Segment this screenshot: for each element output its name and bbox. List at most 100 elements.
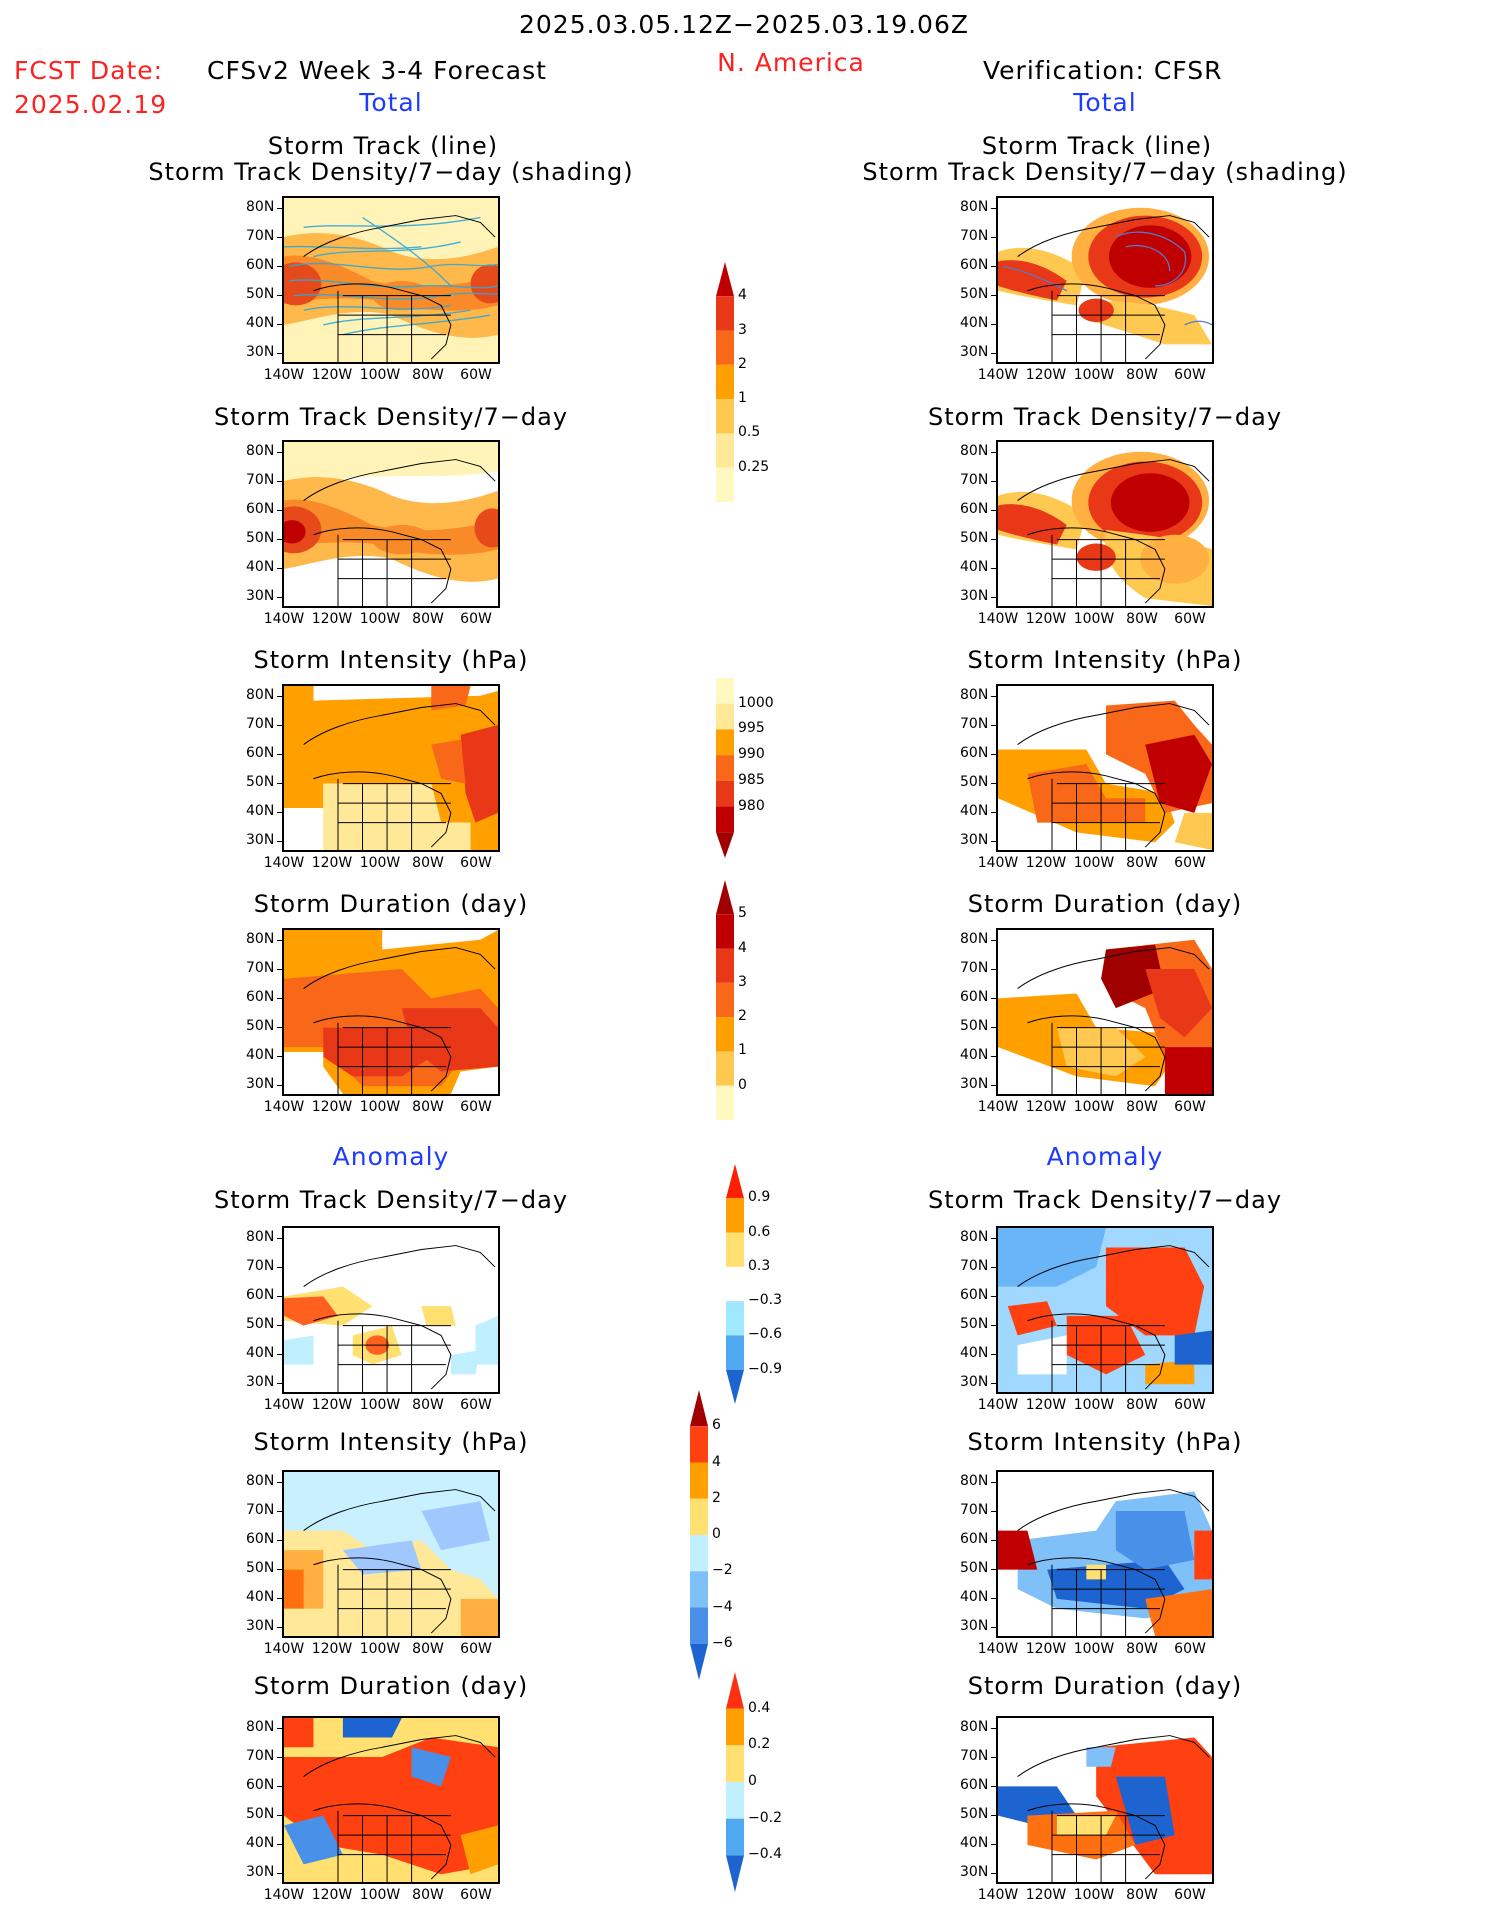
lat-tick-mark (277, 754, 282, 755)
lat-tick-mark (991, 969, 996, 970)
lat-tick-label: 70N (246, 960, 275, 976)
lat-tick-mark (991, 998, 996, 999)
panel-title-track-shading-left: Storm Track Density/7−day (shading) (148, 158, 634, 186)
lon-tick-label: 80W (412, 367, 444, 383)
lat-tick-label: 40N (246, 315, 275, 331)
colorbar-swatch (716, 364, 734, 400)
lat-tick-mark (991, 1844, 996, 1845)
lon-tick-label: 100W (1073, 855, 1115, 871)
lat-tick-label: 40N (960, 1047, 989, 1063)
colorbar-swatch (726, 1164, 744, 1199)
lon-tick-label: 140W (977, 367, 1019, 383)
lat-tick-mark (991, 568, 996, 569)
lat-tick-mark (991, 1873, 996, 1874)
colorbar-swatch (726, 1855, 744, 1892)
lon-tick-label: 60W (1174, 1887, 1206, 1903)
verification-title: Verification: CFSR (983, 56, 1223, 85)
colorbar-duration_anom (726, 1672, 744, 1892)
fcst-date-value: 2025.02.19 (14, 90, 168, 119)
lat-tick-mark (277, 998, 282, 999)
colorbar-intensity_anom (690, 1390, 708, 1680)
lat-tick-label: 60N (960, 1287, 989, 1303)
colorbar-swatch (690, 1426, 708, 1463)
lat-tick-label: 70N (960, 1748, 989, 1764)
colorbar-swatch (726, 1335, 744, 1370)
lat-tick-mark (991, 1569, 996, 1570)
lon-tick-label: 80W (1126, 855, 1158, 871)
lon-tick-label: 120W (1025, 1887, 1067, 1903)
lon-tick-label: 120W (1025, 1099, 1067, 1115)
colorbar-density_total (716, 262, 734, 502)
map-cfsr-density-anomaly (996, 1226, 1214, 1394)
lat-tick-label: 30N (960, 1374, 989, 1390)
lat-tick-mark (277, 940, 282, 941)
lon-tick-label: 120W (1025, 855, 1067, 871)
panel-title-density-anom-right: Storm Track Density/7−day (927, 1186, 1283, 1214)
lat-tick-label: 60N (246, 1777, 275, 1793)
colorbar-swatch (726, 1232, 744, 1267)
lat-tick-mark (277, 568, 282, 569)
map-cfsr-duration (996, 928, 1214, 1096)
colorbar-label: −6 (712, 1634, 733, 1651)
lon-tick-label: 140W (263, 1887, 305, 1903)
section-total-right: Total (1073, 88, 1137, 117)
lat-tick-label: 40N (960, 315, 989, 331)
lat-tick-mark (277, 597, 282, 598)
colorbar-swatch (690, 1535, 708, 1572)
lat-tick-label: 60N (960, 745, 989, 761)
lat-tick-label: 50N (246, 1018, 275, 1034)
lat-tick-mark (991, 812, 996, 813)
colorbar-label: −0.6 (748, 1326, 782, 1343)
lat-tick-mark (991, 754, 996, 755)
lat-tick-mark (277, 481, 282, 482)
date-range-title: 2025.03.05.12Z−2025.03.19.06Z (519, 10, 969, 39)
lat-tick-mark (991, 237, 996, 238)
lat-tick-label: 60N (960, 257, 989, 273)
lat-tick-label: 80N (960, 443, 989, 459)
lat-tick-label: 40N (960, 559, 989, 575)
lat-tick-label: 50N (246, 286, 275, 302)
lon-tick-label: 60W (460, 1099, 492, 1115)
lat-tick-label: 70N (960, 1502, 989, 1518)
lat-tick-mark (277, 1296, 282, 1297)
lat-tick-mark (991, 1815, 996, 1816)
lat-tick-label: 50N (960, 774, 989, 790)
lat-tick-mark (991, 783, 996, 784)
map-fcst-intensity-anomaly (282, 1470, 500, 1638)
lon-tick-label: 100W (359, 1641, 401, 1657)
lat-tick-label: 70N (246, 1258, 275, 1274)
lat-tick-mark (277, 783, 282, 784)
lon-tick-label: 140W (977, 1641, 1019, 1657)
colorbar-swatch (726, 1369, 744, 1404)
lat-tick-label: 30N (246, 832, 275, 848)
colorbar-swatch (726, 1782, 744, 1819)
lat-tick-label: 50N (246, 530, 275, 546)
lat-tick-mark (277, 1627, 282, 1628)
lat-tick-mark (991, 481, 996, 482)
lat-tick-mark (277, 696, 282, 697)
lon-tick-label: 120W (311, 1641, 353, 1657)
lat-tick-mark (991, 510, 996, 511)
lat-tick-mark (277, 1873, 282, 1874)
colorbar-label: 0.9 (748, 1189, 771, 1206)
lat-tick-mark (277, 1598, 282, 1599)
lat-tick-label: 40N (246, 1345, 275, 1361)
map-cfsr-storm-track (996, 196, 1214, 364)
lat-tick-label: 50N (246, 1316, 275, 1332)
colorbar-label: 2 (738, 355, 747, 372)
lat-tick-label: 50N (960, 286, 989, 302)
lon-tick-label: 80W (412, 1099, 444, 1115)
lat-tick-mark (991, 1325, 996, 1326)
lat-tick-label: 60N (960, 501, 989, 517)
colorbar-swatch (716, 806, 734, 833)
lat-tick-mark (991, 1267, 996, 1268)
panel-title-density-anom-left: Storm Track Density/7−day (213, 1186, 569, 1214)
lon-tick-label: 100W (359, 1887, 401, 1903)
lat-tick-label: 70N (246, 1502, 275, 1518)
colorbar-swatch (726, 1198, 744, 1233)
lon-tick-label: 80W (1126, 1397, 1158, 1413)
lat-tick-label: 80N (246, 1473, 275, 1489)
map-fcst-track-density (282, 440, 500, 608)
lat-tick-label: 50N (960, 1560, 989, 1576)
lat-tick-label: 80N (960, 199, 989, 215)
